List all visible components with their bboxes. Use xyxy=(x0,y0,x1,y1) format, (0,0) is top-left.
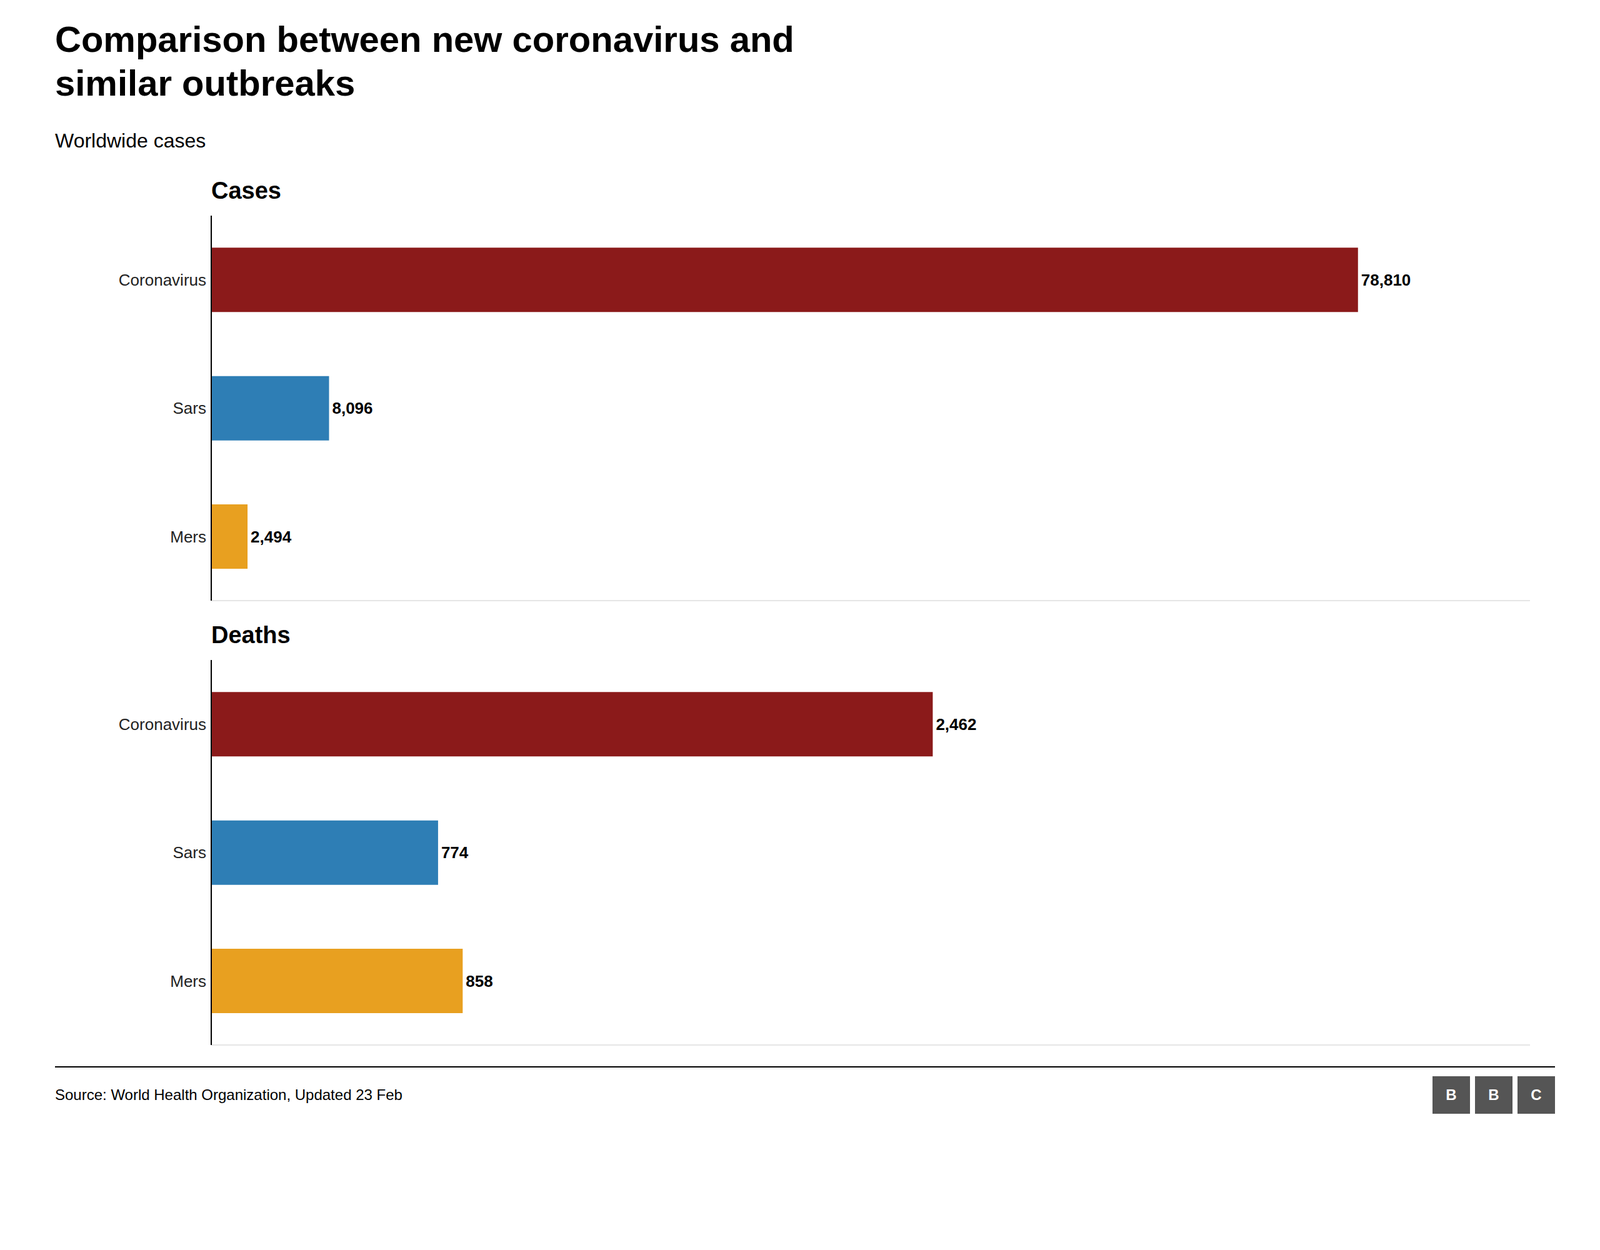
html-text:Worldwide cases: Worldwide cases xyxy=(55,129,206,152)
svg-text:Coronavirus: Coronavirus xyxy=(118,715,207,734)
svg-text:78,810: 78,810 xyxy=(1361,270,1412,290)
svg-text:Coronavirus: Coronavirus xyxy=(118,270,207,290)
html-text:Comparison between new coronav: Comparison between new coronavirus and s… xyxy=(55,18,795,103)
svg-text:Sars: Sars xyxy=(173,398,207,418)
svg-text:2,494: 2,494 xyxy=(250,527,292,547)
svg-text:Sars: Sars xyxy=(173,843,207,862)
svg-text:858: 858 xyxy=(465,971,493,991)
html-text:C: C xyxy=(1530,1086,1542,1104)
html-text:Source: World Health Organizat: Source: World Health Organization, Updat… xyxy=(55,1086,403,1104)
svg-text:774: 774 xyxy=(441,843,469,863)
html-text:Cases: Cases xyxy=(211,177,282,204)
html-text:Deaths: Deaths xyxy=(211,622,291,649)
html-text:B: B xyxy=(1445,1086,1457,1104)
svg-text:8,096: 8,096 xyxy=(331,399,373,419)
html-text:B: B xyxy=(1488,1086,1500,1104)
svg-text:Mers: Mers xyxy=(170,971,207,991)
svg-text:Mers: Mers xyxy=(170,527,207,547)
svg-text:2,462: 2,462 xyxy=(935,715,977,734)
